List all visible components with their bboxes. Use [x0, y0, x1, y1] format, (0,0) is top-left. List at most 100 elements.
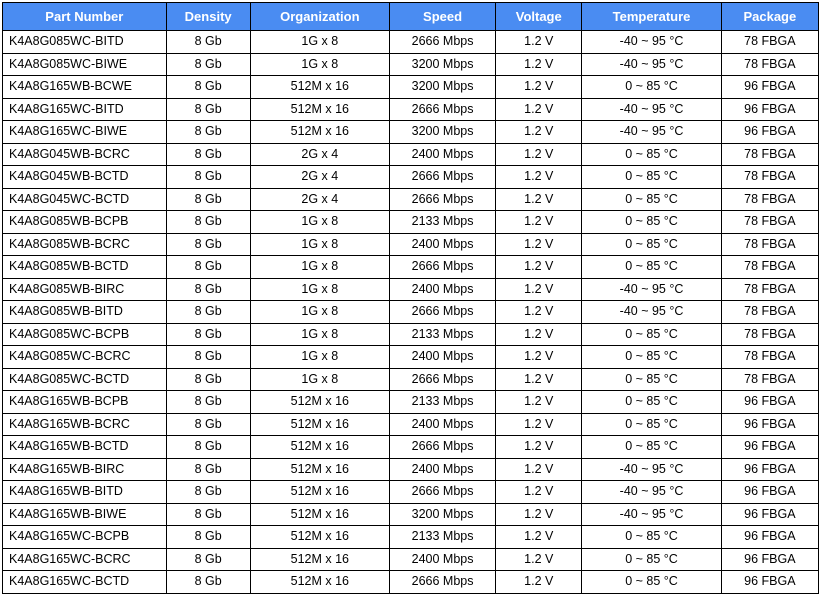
cell-density: 8 Gb — [166, 121, 250, 144]
cell-part: K4A8G045WB-BCTD — [3, 166, 167, 189]
cell-temp: -40 ~ 95 °C — [582, 53, 721, 76]
cell-org: 1G x 8 — [250, 301, 389, 324]
col-package: Package — [721, 3, 818, 31]
cell-speed: 3200 Mbps — [389, 121, 495, 144]
cell-voltage: 1.2 V — [496, 323, 582, 346]
cell-org: 512M x 16 — [250, 503, 389, 526]
cell-package: 78 FBGA — [721, 301, 818, 324]
cell-part: K4A8G165WC-BIWE — [3, 121, 167, 144]
cell-temp: 0 ~ 85 °C — [582, 368, 721, 391]
col-temperature: Temperature — [582, 3, 721, 31]
cell-temp: 0 ~ 85 °C — [582, 391, 721, 414]
table-row: K4A8G165WC-BCTD8 Gb512M x 162666 Mbps1.2… — [3, 571, 819, 594]
cell-org: 512M x 16 — [250, 481, 389, 504]
cell-org: 2G x 4 — [250, 166, 389, 189]
cell-density: 8 Gb — [166, 256, 250, 279]
cell-density: 8 Gb — [166, 526, 250, 549]
cell-temp: -40 ~ 95 °C — [582, 503, 721, 526]
cell-voltage: 1.2 V — [496, 301, 582, 324]
cell-speed: 2666 Mbps — [389, 368, 495, 391]
cell-speed: 2400 Mbps — [389, 278, 495, 301]
cell-density: 8 Gb — [166, 571, 250, 594]
cell-temp: 0 ~ 85 °C — [582, 571, 721, 594]
cell-org: 512M x 16 — [250, 436, 389, 459]
cell-density: 8 Gb — [166, 346, 250, 369]
parts-table: Part Number Density Organization Speed V… — [2, 2, 819, 594]
table-row: K4A8G045WC-BCTD8 Gb2G x 42666 Mbps1.2 V0… — [3, 188, 819, 211]
cell-density: 8 Gb — [166, 31, 250, 54]
cell-density: 8 Gb — [166, 98, 250, 121]
cell-part: K4A8G165WB-BITD — [3, 481, 167, 504]
cell-density: 8 Gb — [166, 391, 250, 414]
cell-speed: 2666 Mbps — [389, 188, 495, 211]
cell-org: 2G x 4 — [250, 143, 389, 166]
cell-package: 78 FBGA — [721, 323, 818, 346]
cell-part: K4A8G165WB-BCTD — [3, 436, 167, 459]
cell-voltage: 1.2 V — [496, 278, 582, 301]
cell-temp: -40 ~ 95 °C — [582, 458, 721, 481]
cell-temp: 0 ~ 85 °C — [582, 413, 721, 436]
col-speed: Speed — [389, 3, 495, 31]
table-row: K4A8G165WB-BCRC8 Gb512M x 162400 Mbps1.2… — [3, 413, 819, 436]
cell-package: 78 FBGA — [721, 256, 818, 279]
cell-density: 8 Gb — [166, 323, 250, 346]
cell-voltage: 1.2 V — [496, 188, 582, 211]
cell-speed: 2666 Mbps — [389, 256, 495, 279]
cell-temp: -40 ~ 95 °C — [582, 278, 721, 301]
cell-org: 512M x 16 — [250, 121, 389, 144]
cell-density: 8 Gb — [166, 188, 250, 211]
cell-part: K4A8G165WB-BCRC — [3, 413, 167, 436]
table-row: K4A8G165WB-BIRC8 Gb512M x 162400 Mbps1.2… — [3, 458, 819, 481]
cell-package: 96 FBGA — [721, 436, 818, 459]
cell-package: 96 FBGA — [721, 526, 818, 549]
cell-temp: 0 ~ 85 °C — [582, 166, 721, 189]
cell-density: 8 Gb — [166, 53, 250, 76]
cell-voltage: 1.2 V — [496, 436, 582, 459]
cell-temp: 0 ~ 85 °C — [582, 211, 721, 234]
col-part-number: Part Number — [3, 3, 167, 31]
cell-density: 8 Gb — [166, 211, 250, 234]
cell-temp: 0 ~ 85 °C — [582, 323, 721, 346]
cell-package: 78 FBGA — [721, 211, 818, 234]
table-row: K4A8G085WC-BCPB8 Gb1G x 82133 Mbps1.2 V0… — [3, 323, 819, 346]
cell-org: 2G x 4 — [250, 188, 389, 211]
table-row: K4A8G045WB-BCTD8 Gb2G x 42666 Mbps1.2 V0… — [3, 166, 819, 189]
cell-temp: -40 ~ 95 °C — [582, 481, 721, 504]
cell-package: 78 FBGA — [721, 188, 818, 211]
cell-voltage: 1.2 V — [496, 98, 582, 121]
cell-voltage: 1.2 V — [496, 571, 582, 594]
cell-org: 512M x 16 — [250, 98, 389, 121]
table-row: K4A8G165WC-BCRC8 Gb512M x 162400 Mbps1.2… — [3, 548, 819, 571]
cell-speed: 3200 Mbps — [389, 76, 495, 99]
cell-voltage: 1.2 V — [496, 211, 582, 234]
table-row: K4A8G165WC-BIWE8 Gb512M x 163200 Mbps1.2… — [3, 121, 819, 144]
cell-voltage: 1.2 V — [496, 391, 582, 414]
cell-org: 512M x 16 — [250, 571, 389, 594]
table-row: K4A8G085WB-BCRC8 Gb1G x 82400 Mbps1.2 V0… — [3, 233, 819, 256]
cell-voltage: 1.2 V — [496, 121, 582, 144]
cell-package: 78 FBGA — [721, 346, 818, 369]
cell-speed: 2666 Mbps — [389, 31, 495, 54]
cell-temp: -40 ~ 95 °C — [582, 98, 721, 121]
cell-package: 78 FBGA — [721, 31, 818, 54]
cell-density: 8 Gb — [166, 143, 250, 166]
cell-density: 8 Gb — [166, 301, 250, 324]
table-body: K4A8G085WC-BITD8 Gb1G x 82666 Mbps1.2 V-… — [3, 31, 819, 594]
cell-density: 8 Gb — [166, 166, 250, 189]
cell-voltage: 1.2 V — [496, 526, 582, 549]
cell-speed: 2666 Mbps — [389, 301, 495, 324]
cell-speed: 2400 Mbps — [389, 143, 495, 166]
cell-package: 96 FBGA — [721, 413, 818, 436]
table-row: K4A8G165WC-BITD8 Gb512M x 162666 Mbps1.2… — [3, 98, 819, 121]
cell-package: 78 FBGA — [721, 278, 818, 301]
cell-package: 78 FBGA — [721, 368, 818, 391]
cell-part: K4A8G165WC-BCRC — [3, 548, 167, 571]
cell-voltage: 1.2 V — [496, 143, 582, 166]
cell-temp: 0 ~ 85 °C — [582, 548, 721, 571]
cell-speed: 2400 Mbps — [389, 548, 495, 571]
cell-part: K4A8G085WB-BCPB — [3, 211, 167, 234]
table-row: K4A8G045WB-BCRC8 Gb2G x 42400 Mbps1.2 V0… — [3, 143, 819, 166]
col-density: Density — [166, 3, 250, 31]
cell-speed: 3200 Mbps — [389, 503, 495, 526]
cell-org: 1G x 8 — [250, 368, 389, 391]
